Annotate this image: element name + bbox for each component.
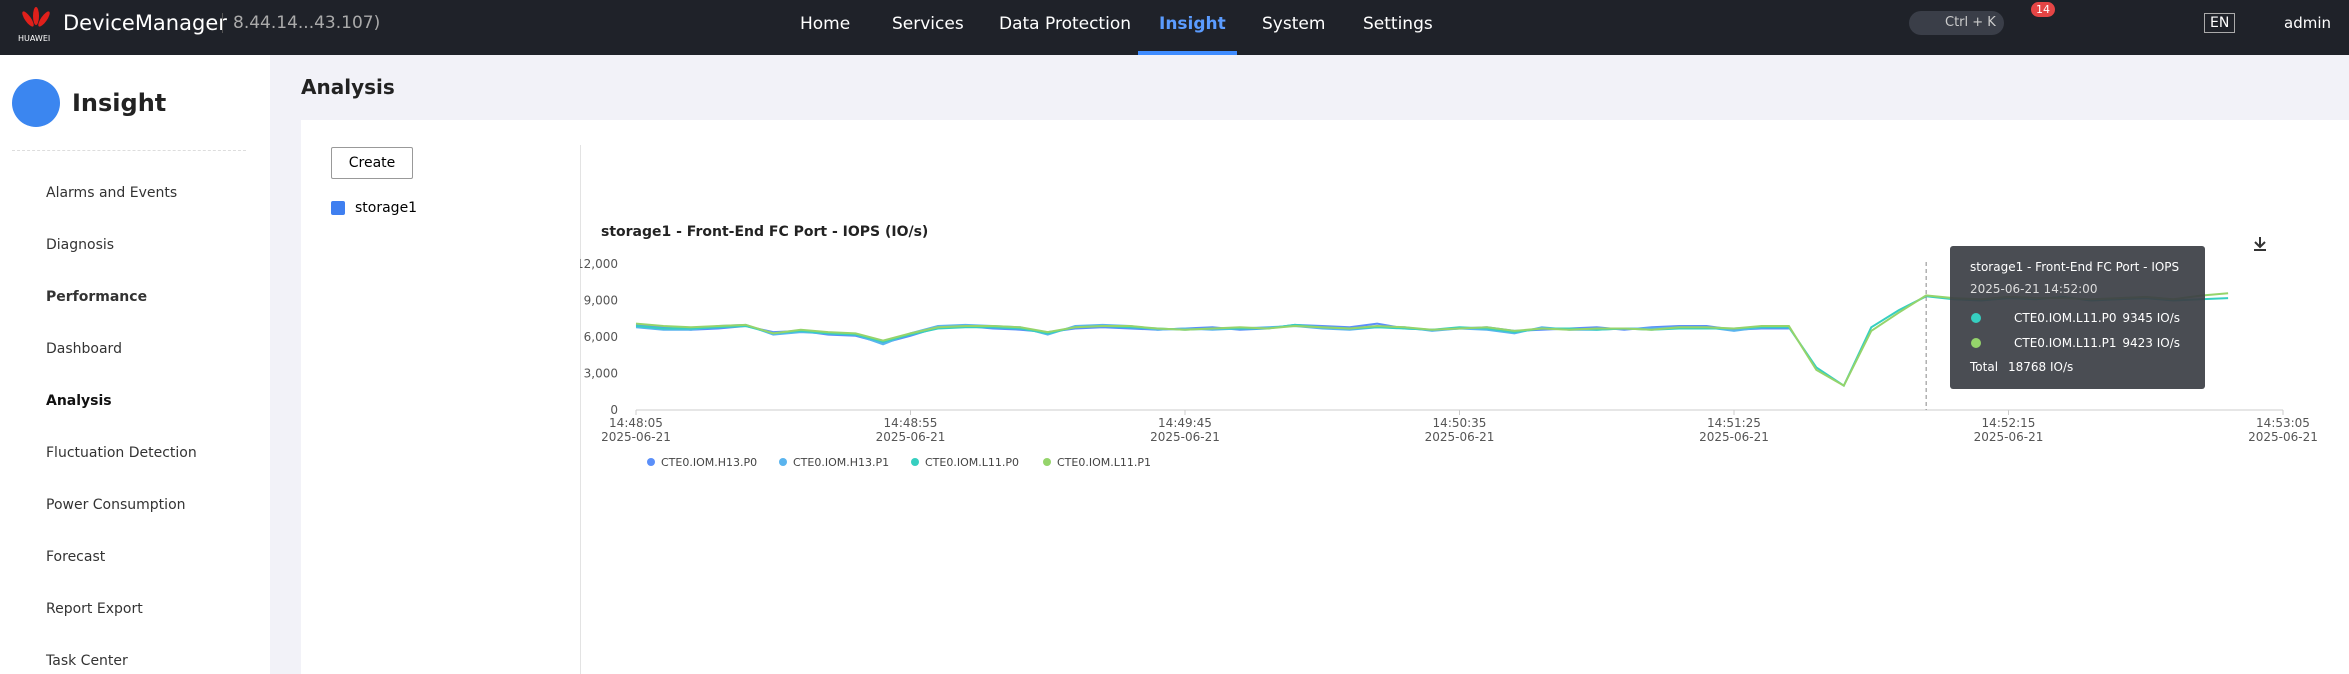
x-tick-date: 2025-06-21 [876,430,946,444]
nav-item[interactable]: Home [800,14,851,34]
y-tick-label: 6,000 [584,330,618,344]
language[interactable]: EN [2204,13,2236,33]
y-tick-label: 9,000 [584,294,618,308]
badge: 14 [2031,2,2055,17]
sidebar-title: Insight [72,89,167,117]
legend-label: CTE0.IOM.H13.P0 [661,456,757,469]
x-tick-label: 14:48:05 [609,416,663,430]
brand: HUAWEI [18,34,51,43]
x-tick-label: 14:53:05 [2256,416,2310,430]
y-tick-label: 3,000 [584,367,618,381]
x-tick-date: 2025-06-21 [1974,430,2044,444]
menu-item[interactable]: Report Export [46,601,143,617]
nav-item[interactable]: Data Protection [999,14,1131,34]
x-tick-date: 2025-06-21 [1425,430,1495,444]
divider [12,150,246,151]
menu-item[interactable]: Task Center [46,653,128,669]
legend-marker [911,458,919,466]
nav-item-active[interactable]: Insight [1159,14,1226,34]
menu-item[interactable]: Forecast [46,549,106,565]
legend-marker [1043,458,1051,466]
chart-title: storage1 - Front-End FC Port - IOPS (IO/… [601,224,928,240]
tooltip-series: CTE0.IOM.L11.P0 [2014,311,2117,325]
y-tick-label: 0 [610,403,618,417]
nav-item[interactable]: System [1262,14,1326,34]
x-tick-label: 14:48:55 [884,416,938,430]
legend-marker [647,458,655,466]
tooltip-total: 18768 IO/s [2008,360,2073,374]
logo [22,7,50,27]
divider [580,145,581,674]
nav-item[interactable]: Services [892,14,964,34]
tooltip-dot [1971,338,1981,348]
active-underline [1138,51,1237,55]
download-icon[interactable] [2254,237,2266,251]
x-tick-date: 2025-06-21 [2248,430,2318,444]
app-name: DeviceManager [63,11,227,35]
nav-item[interactable]: Settings [1363,14,1433,34]
menu-item[interactable]: Diagnosis [46,237,115,253]
series-line [635,322,1789,345]
search[interactable]: Ctrl + K [1909,11,2004,35]
menu-item[interactable]: Analysis [46,393,112,409]
tooltip-series: CTE0.IOM.L11.P1 [2014,336,2117,350]
top-bar: HUAWEI DeviceManager 8.44.14...43.107) H… [0,0,2349,55]
address: 8.44.14...43.107) [222,13,380,33]
search-hint: Ctrl + K [1945,15,1996,30]
panel: Create storage1 [301,120,2349,674]
insight-icon [12,79,60,127]
x-tick-label: 14:49:45 [1158,416,1212,430]
x-tick-label: 14:51:25 [1707,416,1761,430]
tooltip-time: 2025-06-21 14:52:00 [1970,282,2097,296]
x-tick-date: 2025-06-21 [1699,430,1769,444]
sidebar: Insight Alarms and Events Diagnosis Perf… [0,55,270,674]
tooltip-box [1950,246,2205,389]
legend-label: CTE0.IOM.H13.P1 [793,456,889,469]
menu-item[interactable]: Fluctuation Detection [46,445,197,461]
tooltip-dot [1971,313,1981,323]
legend-label: CTE0.IOM.L11.P1 [1057,456,1151,469]
create-button[interactable]: Create [331,147,413,179]
legend-label: CTE0.IOM.L11.P0 [925,456,1019,469]
menu-item[interactable]: Performance [46,289,148,305]
tooltip-title: storage1 - Front-End FC Port - IOPS [1970,260,2179,274]
x-tick-label: 14:52:15 [1982,416,2036,430]
tooltip: storage1 - Front-End FC Port - IOPS 2025-… [1950,246,2205,389]
menu-item[interactable]: Dashboard [46,341,122,357]
user[interactable]: admin [2284,14,2331,32]
tooltip-total-label: Total [1969,360,1998,374]
checkbox[interactable] [331,201,345,215]
x-tick-date: 2025-06-21 [601,430,671,444]
page-title: Analysis [301,75,395,99]
object-name: storage1 [355,200,418,216]
x-tick-date: 2025-06-21 [1150,430,1220,444]
chart: storage1 - Front-End FC Port - IOPS (IO/… [580,224,2318,469]
legend-marker [779,458,787,466]
tooltip-value: 9423 IO/s [2122,336,2180,350]
x-tick-label: 14:50:35 [1433,416,1487,430]
tooltip-value: 9345 IO/s [2122,311,2180,325]
menu-item[interactable]: Alarms and Events [46,185,178,201]
menu-item[interactable]: Power Consumption [46,497,186,513]
y-tick-label: 12,000 [580,257,618,271]
